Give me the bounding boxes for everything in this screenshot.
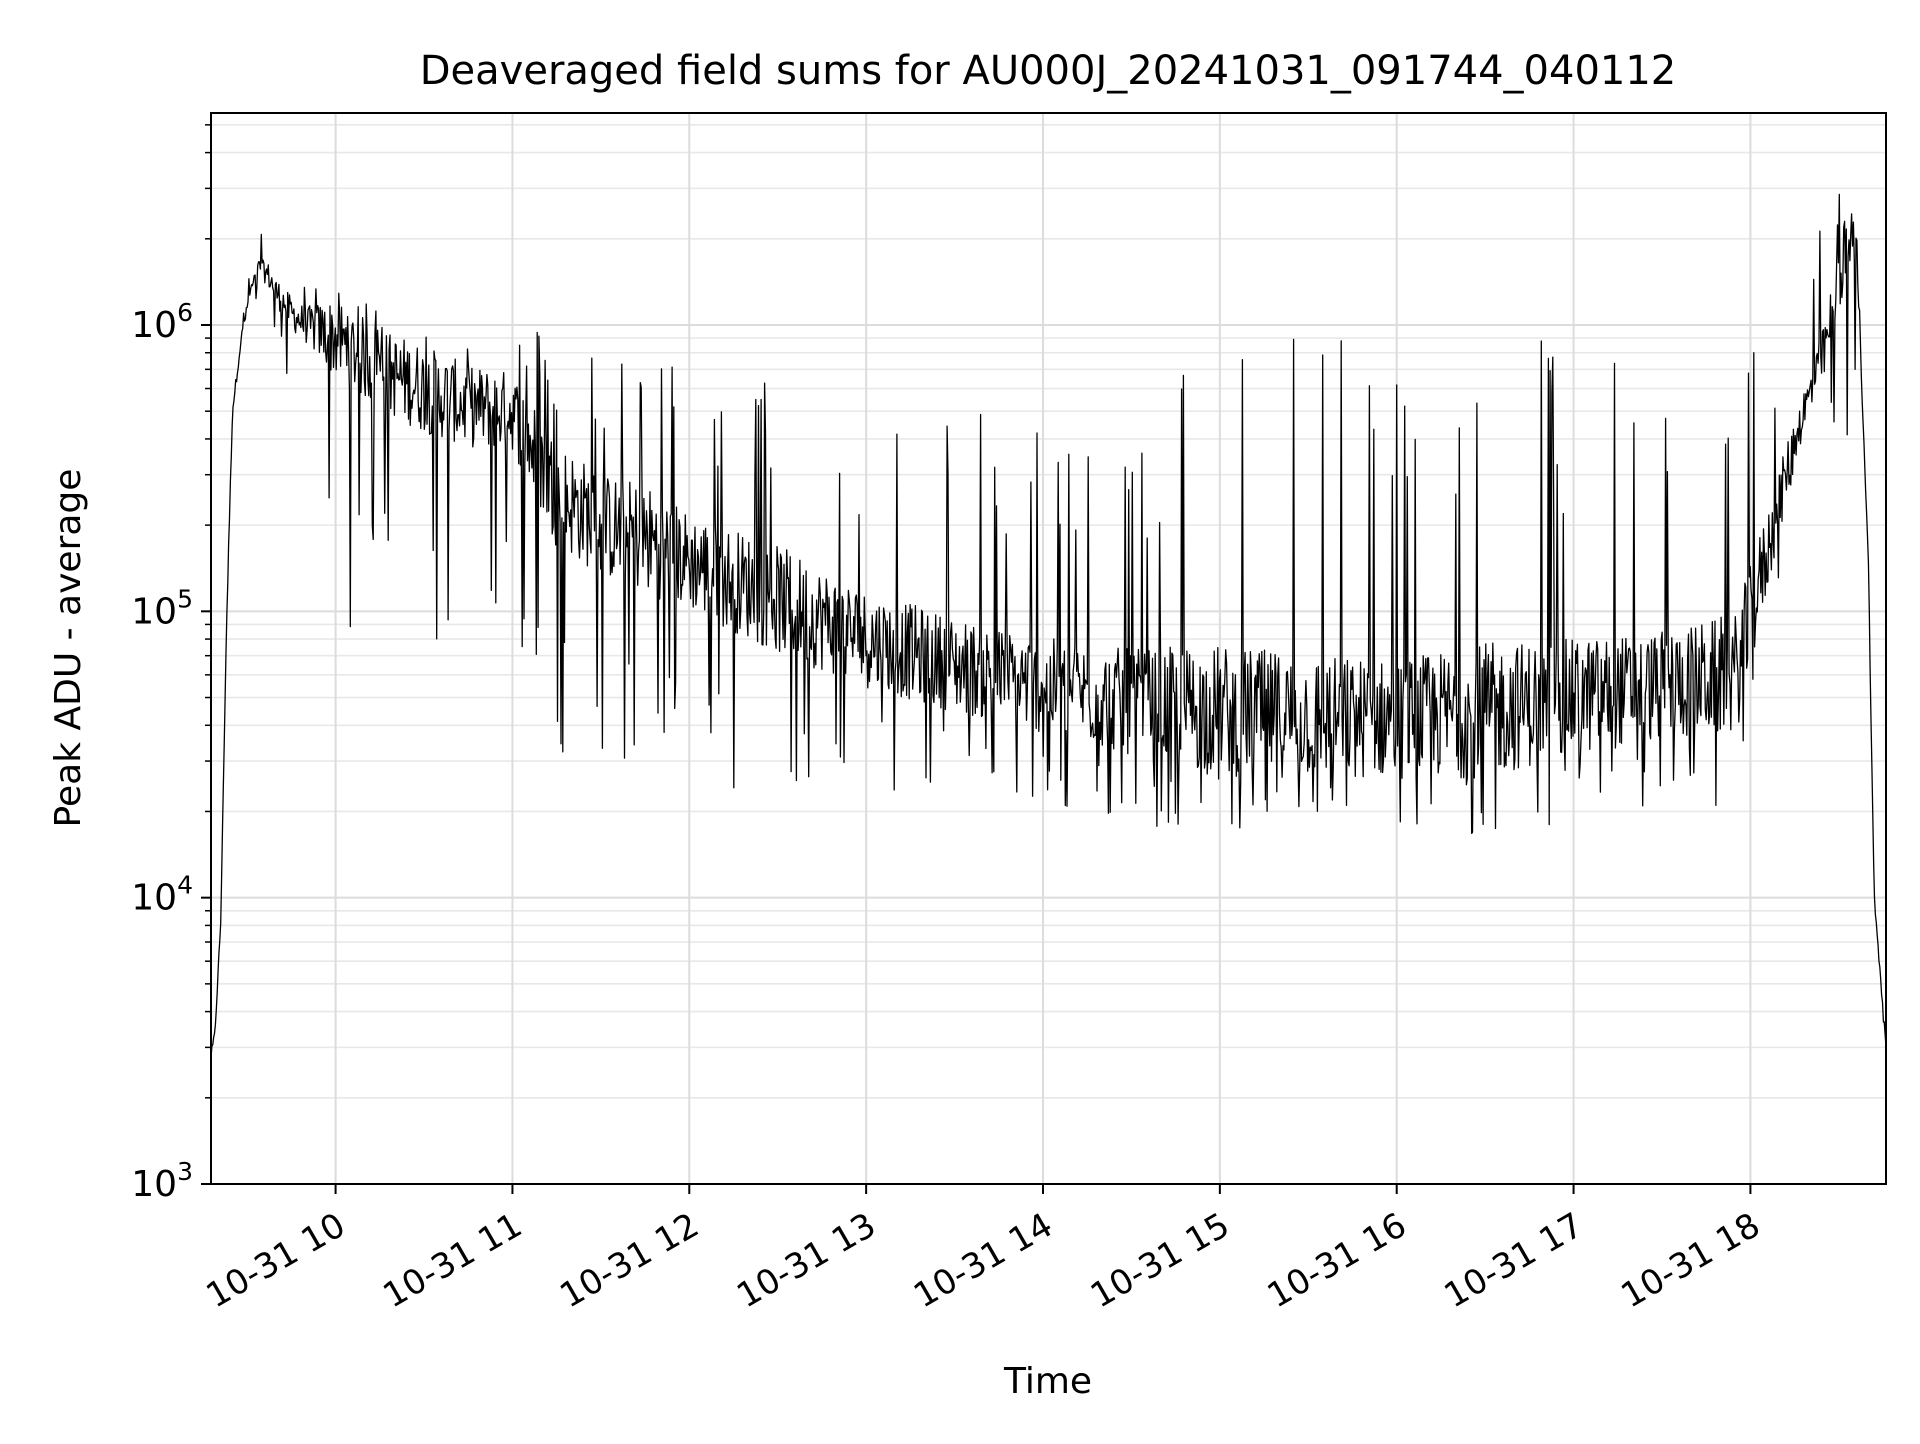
- y-tick-label: 103: [131, 1157, 193, 1205]
- y-tick-label: 105: [131, 584, 193, 632]
- y-tick-label: 106: [131, 298, 193, 346]
- y-axis-label: Peak ADU - average: [48, 469, 89, 828]
- chart-title: Deaveraged field sums for AU000J_2024103…: [420, 48, 1676, 94]
- x-axis-label: Time: [1003, 1361, 1092, 1402]
- plot-frame: [210, 112, 1887, 1185]
- y-axis-ticks: 103 104 105 106: [131, 124, 211, 1205]
- series-layer: [210, 193, 1887, 1058]
- series-line: [210, 193, 1887, 1058]
- y-tick-label: 104: [131, 871, 193, 919]
